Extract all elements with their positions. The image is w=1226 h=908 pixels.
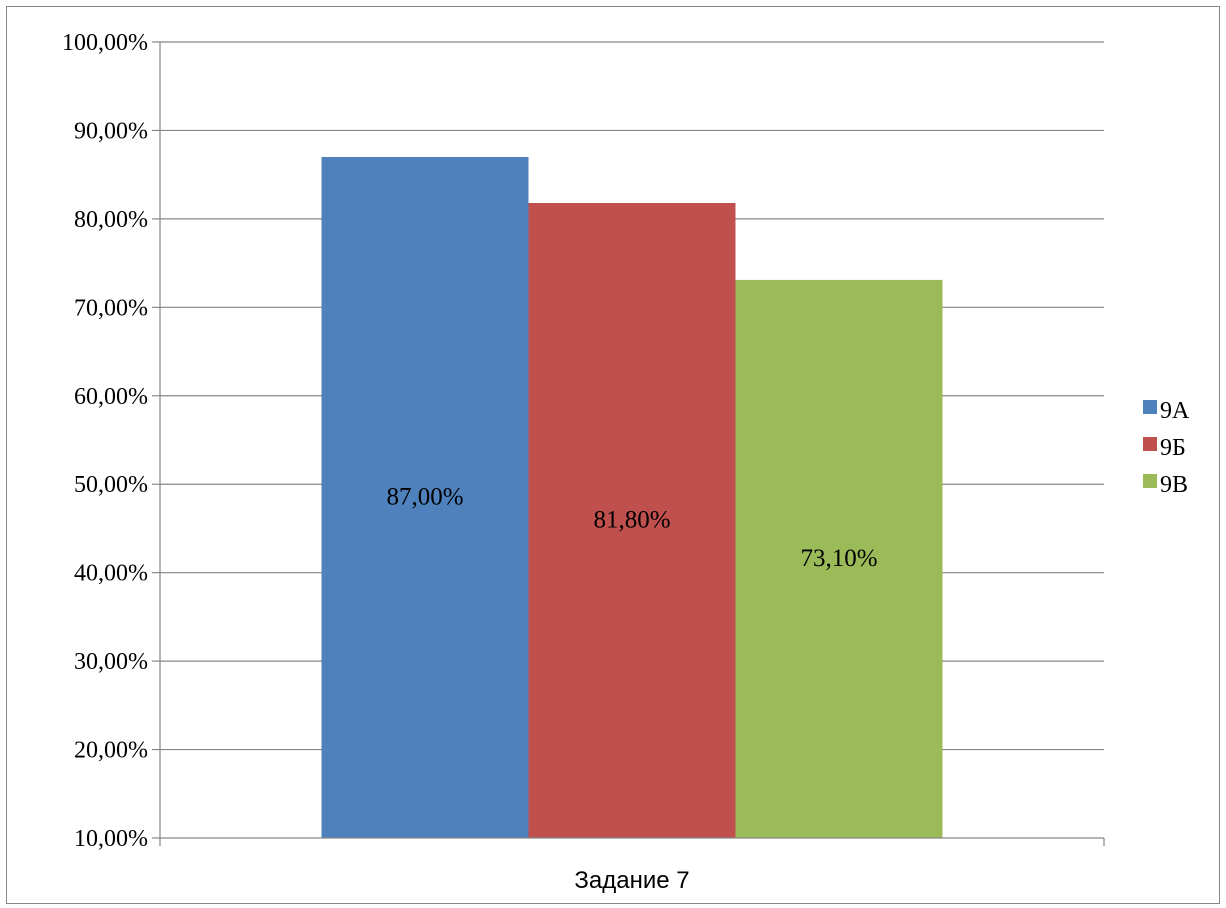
data-label: 87,00% [386, 483, 463, 510]
legend-label: 9В [1160, 472, 1188, 498]
bar-9В [735, 279, 943, 839]
legend-swatch [1143, 437, 1157, 451]
bar-9А [321, 156, 529, 838]
y-tick-label: 100,00% [62, 30, 148, 56]
data-label: 73,10% [800, 545, 877, 572]
y-tick-labels: 10,00% 20,00% 30,00% 40,00% 50,00% 60,00% 70,0… [62, 30, 148, 852]
y-tick-label: 50,00% [74, 472, 148, 498]
axes [152, 41, 1105, 846]
bars [321, 156, 943, 839]
data-labels: 87,00% 81,80% 73,10% [386, 483, 877, 571]
y-tick-label: 10,00% [74, 826, 148, 852]
legend: 9А 9Б 9В [1143, 398, 1190, 498]
legend-label: 9Б [1160, 435, 1186, 461]
y-tick-label: 20,00% [74, 738, 148, 764]
y-tick-label: 80,00% [74, 207, 148, 233]
category-label: Задание 7 [574, 867, 689, 894]
legend-swatch [1143, 400, 1157, 414]
y-tick-label: 70,00% [74, 295, 148, 321]
y-tick-label: 30,00% [74, 649, 148, 675]
data-label: 81,80% [593, 506, 670, 533]
y-tick-label: 40,00% [74, 561, 148, 587]
category-labels: Задание 7 [574, 867, 689, 894]
y-tick-label: 60,00% [74, 384, 148, 410]
legend-label: 9А [1160, 398, 1190, 424]
y-tick-label: 90,00% [74, 118, 148, 144]
legend-swatch [1143, 474, 1157, 488]
bar-9Б [528, 202, 736, 839]
